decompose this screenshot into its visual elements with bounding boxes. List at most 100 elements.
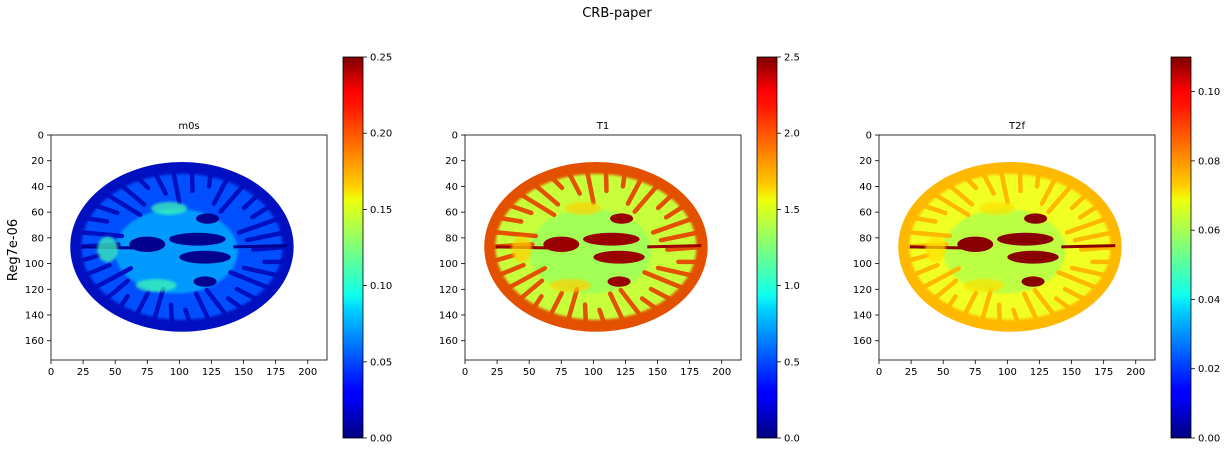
x-tick-label: 200 [1126,367,1145,378]
sulcus-fold [582,302,589,331]
sulcus-fold [131,290,151,323]
sulcus-fold [943,294,958,315]
y-tick-label: 140 [439,311,458,322]
colorbar-tick-label: 0.5 [784,357,800,368]
sulcus-fold [150,286,166,328]
colorbar-tick-label: 0.25 [370,53,392,64]
panel-T2f: T2f 0 25 50 75 100 125 150 175 200 0 20 40 60 80 100 120… [853,56,1220,445]
sulcus-fold [241,189,264,211]
x-tick-label: 50 [523,367,536,378]
y-tick-label: 60 [859,208,872,219]
sulcus-fold [249,201,276,220]
sulcus-fold [1011,307,1023,331]
sulcus-fold [529,179,561,207]
x-tick-label: 100 [170,367,189,378]
y-tick-label: 40 [31,182,44,193]
x-tick-label: 175 [266,367,285,378]
x-tick-label: 0 [462,367,468,378]
colorbar-tick-label: 0.00 [370,434,392,445]
sulcus-fold [1069,265,1113,279]
ventricle [997,232,1054,246]
sulcus-fold [79,215,110,224]
sulcus-fold [978,286,994,328]
sulcus-fold [607,291,628,328]
intensity-patch [963,279,1005,292]
sulcus-fold [204,287,232,323]
panel-title: T2f [1008,121,1025,132]
x-tick-label: 25 [491,367,504,378]
sulcus-fold [211,171,232,206]
y-tick-label: 140 [853,311,872,322]
sulcus-fold [658,229,704,243]
colorbar-tick-label: 0.02 [1198,364,1220,375]
axes-frame [878,134,1156,361]
sulcus-fold [655,189,678,211]
sulcus-fold [488,253,516,265]
sulcus-fold [88,266,134,292]
sulcus-fold [545,171,565,191]
sulcus-fold [943,179,975,207]
colorbar-tick-label: 0.04 [1198,295,1220,306]
row-label: Reg7e-06 [6,219,21,281]
core-region [114,208,238,294]
sulcus-fold [150,166,168,196]
colorbar-tick-label: 1.5 [784,205,800,216]
sulcus-fold [625,171,646,206]
brain-map [484,162,708,332]
intensity-patch [979,201,1016,215]
sulcus-fold [228,270,276,292]
sulcus-fold [907,215,938,224]
y-tick-label: 40 [445,182,458,193]
sulcus-fold [1062,286,1092,304]
sulcus-fold [1064,215,1113,235]
sulcus-fold [639,296,663,315]
sulcus-fold [79,262,112,279]
sulcus-fold [1034,166,1042,189]
colorbar-tick-label: 0.10 [370,281,392,292]
ventricle [957,236,994,253]
colorbar-tick-label: 0.08 [1198,156,1220,167]
sulcus-fold [502,266,548,292]
sulcus-fold [1077,201,1104,220]
x-tick-label: 25 [77,367,90,378]
ventricle [196,213,220,224]
x-tick-label: 175 [680,367,699,378]
sulcus-fold [665,244,706,252]
colorbar-tick-label: 0.05 [370,357,392,368]
sulcus-fold [244,229,290,243]
y-tick-label: 0 [38,131,44,142]
sulcus-fold [1046,179,1077,214]
sulcus-fold [545,290,565,323]
colorbar-tick-label: 0.06 [1198,226,1220,237]
sulcus-fold [236,215,285,235]
sulcus-fold [916,201,948,216]
sulcus-fold [251,244,292,252]
x-tick-label: 125 [1030,367,1049,378]
sulcus-fold [648,286,678,304]
y-tick-label: 160 [439,336,458,347]
sulcus-fold [1056,270,1104,292]
x-tick-label: 150 [648,367,667,378]
sulcus-fold [1017,163,1023,194]
sulcus-fold [225,296,249,315]
colorbar [756,56,778,439]
core-region [528,208,652,294]
intensity-patch [511,236,532,263]
sulcus-fold [959,290,979,323]
colorbar-tick-label: 2.5 [784,53,800,64]
y-tick-label: 100 [853,259,872,270]
sulcus-fold [650,215,699,235]
sulcus-fold [928,278,959,304]
sulcus-fold [603,163,609,194]
panel-T1: T1 0 25 50 75 100 125 150 175 200 0 20 40 60 80 100 120 1… [439,53,800,445]
y-tick-label: 160 [853,336,872,347]
sulcus-fold [902,253,930,265]
sulcus-fold [189,163,195,194]
sulcus-fold [218,179,249,214]
x-tick-label: 100 [584,367,603,378]
x-tick-label: 75 [969,367,982,378]
sulcus-fold [74,253,102,265]
intensity-patch [925,236,946,263]
axes-frame [50,134,328,361]
